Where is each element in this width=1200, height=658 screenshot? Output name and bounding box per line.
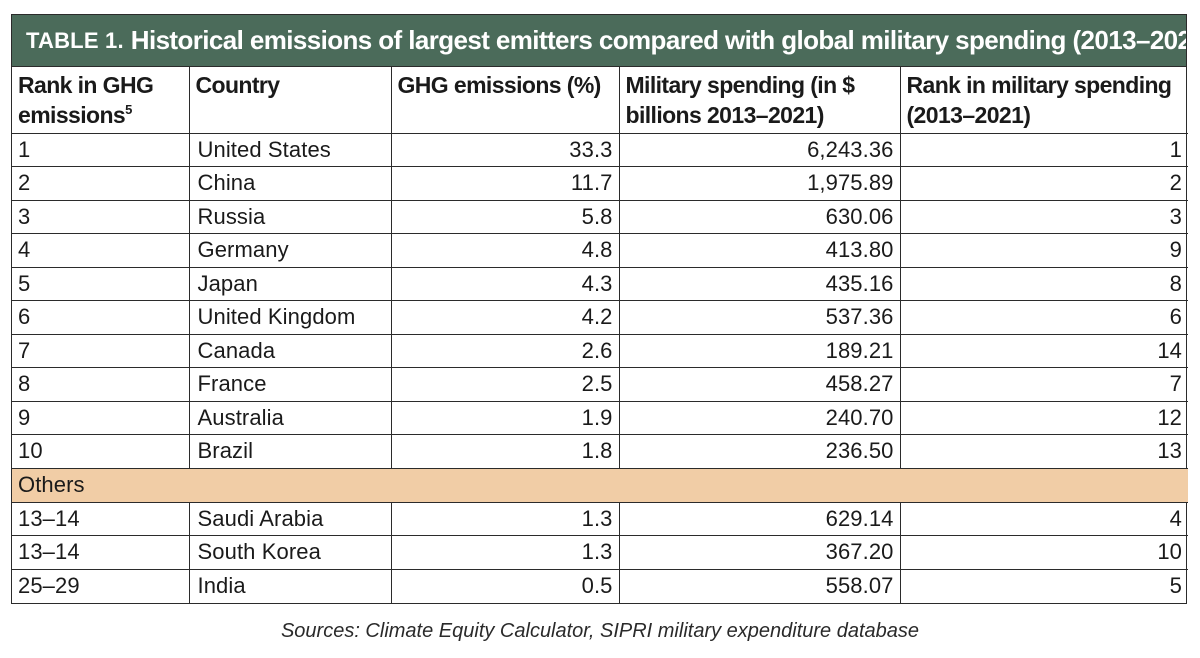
ghg-cell: 4.2 — [390, 300, 620, 335]
spending-cell: 6,243.36 — [618, 132, 901, 167]
table-row: 5 Japan 4.3 435.16 8 — [12, 266, 1188, 301]
military-rank-cell: 8 — [899, 266, 1188, 301]
spending-cell: 240.70 — [618, 400, 901, 435]
spending-cell: 537.36 — [618, 300, 901, 335]
country-cell: China — [188, 166, 392, 201]
country-cell: Canada — [188, 333, 392, 368]
rank-cell: 9 — [12, 400, 190, 435]
ghg-cell: 5.8 — [390, 199, 620, 234]
ghg-cell: 2.5 — [390, 367, 620, 402]
header-rank-ghg: Rank in GHG emissions5 — [12, 67, 190, 134]
table-row: 1 United States 33.3 6,243.36 1 — [12, 132, 1188, 167]
country-cell: Russia — [188, 199, 392, 234]
source-note: Sources: Climate Equity Calculator, SIPR… — [280, 620, 920, 642]
table-row: 3 Russia 5.8 630.06 3 — [12, 199, 1188, 234]
spending-cell: 1,975.89 — [618, 166, 901, 201]
ghg-cell: 1.3 — [390, 501, 620, 536]
header-country: Country — [188, 67, 392, 134]
rank-cell: 13–14 — [12, 535, 190, 570]
spending-cell: 367.20 — [618, 535, 901, 570]
spending-cell: 630.06 — [618, 199, 901, 234]
rank-cell: 1 — [12, 132, 190, 167]
rank-cell: 8 — [12, 367, 190, 402]
military-rank-cell: 9 — [899, 233, 1188, 268]
spending-cell: 458.27 — [618, 367, 901, 402]
header-rank-military: Rank in military spending (2013–2021) — [899, 67, 1188, 134]
emissions-table: Rank in GHG emissions5 Country GHG emiss… — [12, 67, 1188, 603]
ghg-cell: 4.3 — [390, 266, 620, 301]
country-cell: Saudi Arabia — [188, 501, 392, 536]
country-cell: United Kingdom — [188, 300, 392, 335]
footnote-marker: 5 — [125, 102, 132, 117]
header-ghg-emissions: GHG emissions (%) — [390, 67, 620, 134]
spending-cell: 236.50 — [618, 434, 901, 469]
ghg-cell: 33.3 — [390, 132, 620, 167]
military-rank-cell: 14 — [899, 333, 1188, 368]
table-row: 4 Germany 4.8 413.80 9 — [12, 233, 1188, 268]
rank-cell: 10 — [12, 434, 190, 469]
emissions-table-frame: TABLE 1. Historical emissions of largest… — [11, 14, 1188, 604]
table-row: 9 Australia 1.9 240.70 12 — [12, 400, 1188, 435]
group-label: Others — [12, 467, 1188, 503]
header-military-spending: Military spending (in $ billions 2013–20… — [618, 67, 901, 134]
rank-cell: 4 — [12, 233, 190, 268]
military-rank-cell: 2 — [899, 166, 1188, 201]
military-rank-cell: 5 — [899, 568, 1188, 603]
ghg-cell: 4.8 — [390, 233, 620, 268]
rank-cell: 5 — [12, 266, 190, 301]
rank-cell: 6 — [12, 300, 190, 335]
country-cell: Japan — [188, 266, 392, 301]
military-rank-cell: 4 — [899, 501, 1188, 536]
table-label: TABLE 1. — [26, 27, 124, 53]
table-body: 1 United States 33.3 6,243.36 1 2 China 11.7 1,9… — [12, 132, 1188, 603]
rank-cell: 25–29 — [12, 568, 190, 603]
table-title-bar: TABLE 1. Historical emissions of largest… — [12, 15, 1186, 67]
country-cell: France — [188, 367, 392, 402]
rank-cell: 3 — [12, 199, 190, 234]
spending-cell: 413.80 — [618, 233, 901, 268]
military-rank-cell: 13 — [899, 434, 1188, 469]
country-cell: South Korea — [188, 535, 392, 570]
table-row: 10 Brazil 1.8 236.50 13 — [12, 434, 1188, 469]
table-row: 25–29 India 0.5 558.07 5 — [12, 568, 1188, 603]
country-cell: Australia — [188, 400, 392, 435]
rank-cell: 2 — [12, 166, 190, 201]
rank-cell: 7 — [12, 333, 190, 368]
table-row: 2 China 11.7 1,975.89 2 — [12, 166, 1188, 201]
spending-cell: 558.07 — [618, 568, 901, 603]
ghg-cell: 1.8 — [390, 434, 620, 469]
military-rank-cell: 7 — [899, 367, 1188, 402]
spending-cell: 189.21 — [618, 333, 901, 368]
table-row: 13–14 Saudi Arabia 1.3 629.14 4 — [12, 501, 1188, 536]
spending-cell: 629.14 — [618, 501, 901, 536]
ghg-cell: 1.9 — [390, 400, 620, 435]
country-cell: United States — [188, 132, 392, 167]
ghg-cell: 11.7 — [390, 166, 620, 201]
ghg-cell: 0.5 — [390, 568, 620, 603]
table-row: 7 Canada 2.6 189.21 14 — [12, 333, 1188, 368]
military-rank-cell: 3 — [899, 199, 1188, 234]
military-rank-cell: 1 — [899, 132, 1188, 167]
table-title: Historical emissions of largest emitters… — [130, 25, 1186, 55]
spending-cell: 435.16 — [618, 266, 901, 301]
header-row: Rank in GHG emissions5 Country GHG emiss… — [12, 67, 1188, 134]
ghg-cell: 2.6 — [390, 333, 620, 368]
military-rank-cell: 6 — [899, 300, 1188, 335]
ghg-cell: 1.3 — [390, 535, 620, 570]
country-cell: Brazil — [188, 434, 392, 469]
country-cell: Germany — [188, 233, 392, 268]
table-row: 8 France 2.5 458.27 7 — [12, 367, 1188, 402]
military-rank-cell: 12 — [899, 400, 1188, 435]
group-row-others: Others — [12, 467, 1188, 503]
rank-cell: 13–14 — [12, 501, 190, 536]
table-row: 6 United Kingdom 4.2 537.36 6 — [12, 300, 1188, 335]
table-row: 13–14 South Korea 1.3 367.20 10 — [12, 535, 1188, 570]
military-rank-cell: 10 — [899, 535, 1188, 570]
country-cell: India — [188, 568, 392, 603]
